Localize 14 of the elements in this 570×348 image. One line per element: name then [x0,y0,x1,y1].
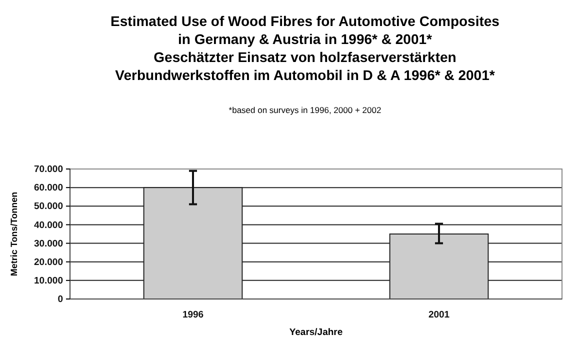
x-tick-label: 1996 [182,310,204,321]
y-tick-label: 60.000 [34,182,63,194]
chart-title: Estimated Use of Wood Fibres for Automotive Composites in Germany & Austria in 1996* & 2001* Geschätzter Einsatz von holzfaserverstärkten Verbundwerkstoffen im Automobil in D & A 1996* & 2001* [110,13,500,83]
x-axis-title: Years/Jahre [289,327,343,338]
y-tick-label: 10.000 [34,275,63,286]
y-tick-label: 50.000 [34,201,63,212]
y-tick-label: 0 [58,294,63,306]
y-tick-label: 70.000 [34,164,63,176]
y-axis-title: Metric Tons/Tonnen [9,192,19,276]
y-tick-label: 30.000 [34,238,63,250]
y-tick-label: 20.000 [34,256,63,268]
y-tick-label: 40.000 [34,220,63,231]
chart-subtitle: *based on surveys in 1996, 2000 + 2002 [228,105,382,115]
x-tick-label: 2001 [428,310,450,321]
